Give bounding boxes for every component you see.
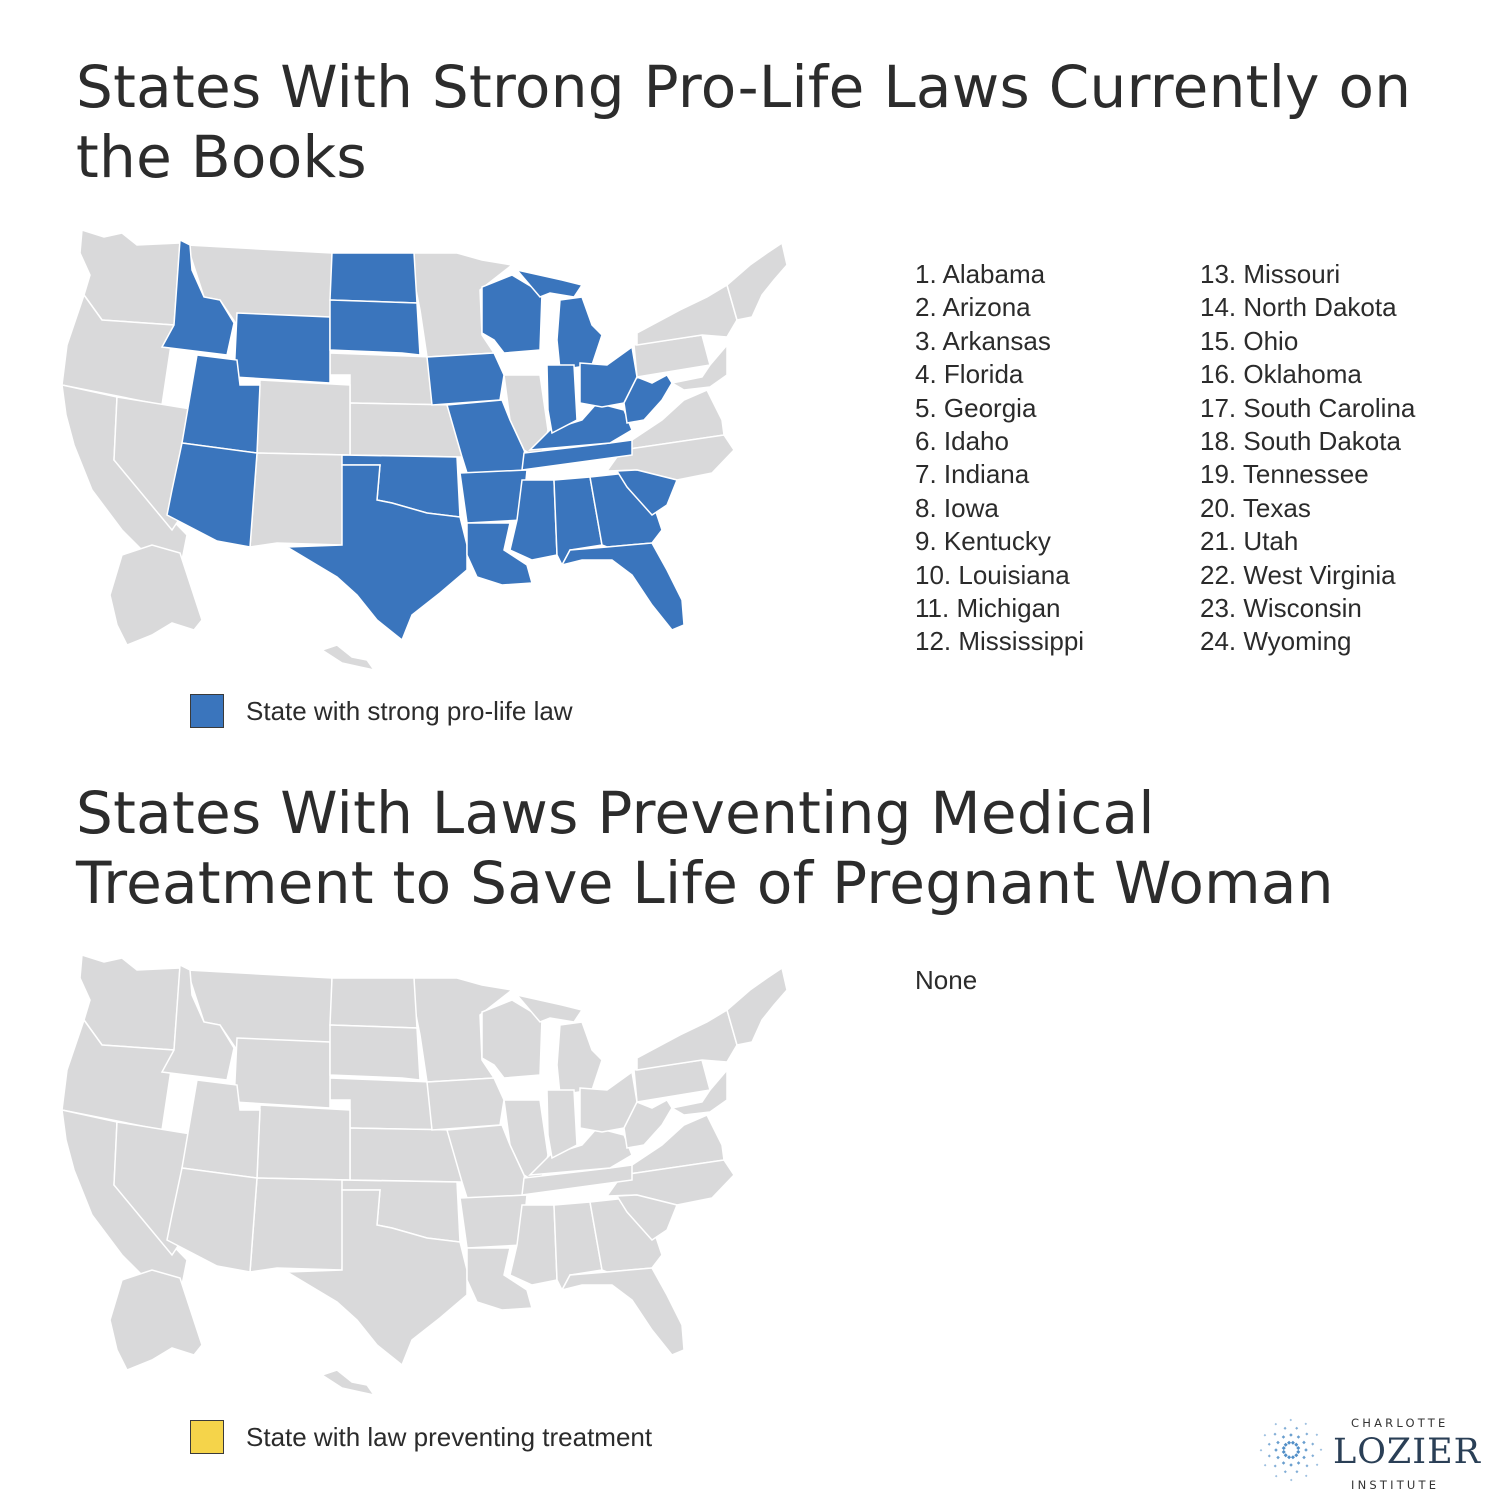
state-louisiana <box>466 522 533 586</box>
state-north-dakota <box>329 252 418 304</box>
state-list-item: 5. Georgia <box>915 392 1037 423</box>
charlotte-lozier-logo: CHARLOTTE LOZIER INSTITUTE <box>1255 1410 1485 1495</box>
state-west-virginia <box>623 1099 673 1149</box>
state-arizona <box>166 1167 258 1273</box>
map-base <box>62 229 788 672</box>
state-mid-atlantic <box>669 1067 728 1116</box>
none-label: None <box>915 965 978 995</box>
state-wisconsin <box>481 999 543 1079</box>
state-tennessee <box>521 439 633 471</box>
logo-line-1: CHARLOTTE <box>1351 1416 1449 1430</box>
state-wisconsin <box>481 274 543 354</box>
state-list-item: 10. Louisiana <box>915 559 1070 590</box>
legend-preventing-treatment: State with law preventing treatment <box>190 1420 652 1454</box>
state-list-item: 13. Missouri <box>1200 259 1341 289</box>
snowflake-dots-icon <box>1259 1418 1323 1482</box>
state-new-england <box>726 966 788 1046</box>
us-map-svg <box>62 954 788 1397</box>
state-new-york <box>636 1008 738 1071</box>
state-texas <box>284 464 468 642</box>
state-idaho <box>160 238 235 356</box>
state-indiana <box>546 1089 578 1160</box>
state-list-item: 7. Indiana <box>915 459 1030 490</box>
legend-label: State with strong pro-life law <box>246 695 573 726</box>
state-list-item: 22. West Virginia <box>1200 559 1396 590</box>
legend-swatch-yellow <box>190 1420 224 1454</box>
state-list-item: 23. Wisconsin <box>1200 593 1362 624</box>
logo-line-3: INSTITUTE <box>1351 1478 1440 1492</box>
state-north-carolina <box>605 434 735 481</box>
state-list-item: 3. Arkansas <box>915 325 1051 356</box>
state-list-item: 1. Alabama <box>915 259 1046 289</box>
map-base <box>62 954 788 1397</box>
state-list-item: 8. Iowa <box>915 492 999 523</box>
state-idaho <box>160 963 235 1081</box>
state-tennessee <box>521 1164 633 1196</box>
state-list-item: 19. Tennessee <box>1200 459 1369 490</box>
map-highlight <box>160 238 685 642</box>
legend-label: State with law preventing treatment <box>246 1421 653 1452</box>
state-list-item: 12. Mississippi <box>915 626 1085 657</box>
state-florida <box>560 542 685 631</box>
state-list-item: 24. Wyoming <box>1200 626 1352 657</box>
state-west-virginia <box>623 374 673 424</box>
us-map-svg <box>62 229 788 672</box>
state-list-column-1: 1. Alabama 2. Arizona 3. Arkansas 4. Florid… <box>915 258 1084 659</box>
state-new-mexico <box>249 1177 348 1273</box>
state-louisiana <box>466 1247 533 1311</box>
state-new-england <box>726 241 788 321</box>
state-list-item: 6. Idaho <box>915 426 1009 457</box>
state-north-dakota <box>329 977 418 1029</box>
state-list-item: 4. Florida <box>915 359 1024 390</box>
state-list-item: 18. South Dakota <box>1200 426 1401 457</box>
section-title: States With Laws Preventing Medical Trea… <box>76 779 1334 917</box>
state-list-column-2: 13. Missouri 14. North Dakota 15. Ohio 16. … <box>1200 258 1415 659</box>
state-iowa <box>426 1077 505 1131</box>
us-map-preventing-treatment <box>62 950 792 1420</box>
legend-swatch-blue <box>190 694 224 728</box>
state-alaska <box>109 544 203 646</box>
state-mid-atlantic <box>669 342 728 391</box>
state-list-item: 14. North Dakota <box>1200 292 1397 323</box>
state-kansas <box>349 1127 463 1183</box>
state-indiana <box>546 364 578 435</box>
state-list-item: 15. Ohio <box>1200 325 1299 356</box>
state-colorado <box>256 1104 351 1181</box>
state-list-item: 2. Arizona <box>915 292 1031 323</box>
state-minnesota <box>413 252 514 358</box>
state-arizona <box>166 442 258 548</box>
state-texas <box>284 1189 468 1367</box>
state-colorado <box>256 379 351 456</box>
state-list-item: 17. South Carolina <box>1200 392 1416 423</box>
state-wyoming <box>233 312 331 384</box>
us-map-pro-life <box>62 225 792 695</box>
page-title: States With Strong Pro-Life Laws Current… <box>76 53 1412 191</box>
state-list-item: 20. Texas <box>1200 492 1311 523</box>
state-alaska <box>109 1269 203 1371</box>
state-minnesota <box>413 977 514 1083</box>
state-iowa <box>426 352 505 406</box>
state-michigan <box>514 993 603 1096</box>
state-north-carolina <box>605 1159 735 1206</box>
state-south-carolina <box>615 469 679 516</box>
state-hawaii <box>320 1369 376 1397</box>
legend-pro-life: State with strong pro-life law <box>190 694 573 728</box>
state-south-dakota <box>329 1024 421 1081</box>
state-list-item: 21. Utah <box>1200 526 1299 557</box>
logo-line-2: LOZIER <box>1333 1432 1481 1472</box>
state-wyoming <box>233 1037 331 1109</box>
state-kansas <box>349 402 463 458</box>
state-list-item: 9. Kentucky <box>915 526 1051 557</box>
state-new-york <box>636 283 738 346</box>
state-new-mexico <box>249 452 348 548</box>
state-florida <box>560 1267 685 1356</box>
state-south-carolina <box>615 1194 679 1241</box>
state-hawaii <box>320 644 376 672</box>
state-south-dakota <box>329 299 421 356</box>
state-list-item: 16. Oklahoma <box>1200 359 1362 390</box>
state-list-item: 11. Michigan <box>915 593 1061 624</box>
state-michigan <box>514 268 603 371</box>
